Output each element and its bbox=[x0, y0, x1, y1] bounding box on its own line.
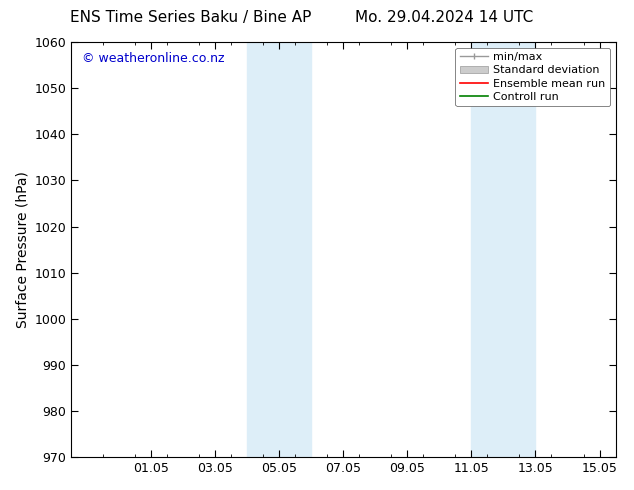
Text: © weatheronline.co.nz: © weatheronline.co.nz bbox=[82, 52, 224, 66]
Legend: min/max, Standard deviation, Ensemble mean run, Controll run: min/max, Standard deviation, Ensemble me… bbox=[455, 48, 610, 106]
Bar bbox=[472, 42, 536, 457]
Text: Mo. 29.04.2024 14 UTC: Mo. 29.04.2024 14 UTC bbox=[354, 10, 533, 25]
Text: ENS Time Series Baku / Bine AP: ENS Time Series Baku / Bine AP bbox=[70, 10, 311, 25]
Bar bbox=[247, 42, 311, 457]
Y-axis label: Surface Pressure (hPa): Surface Pressure (hPa) bbox=[15, 171, 29, 328]
